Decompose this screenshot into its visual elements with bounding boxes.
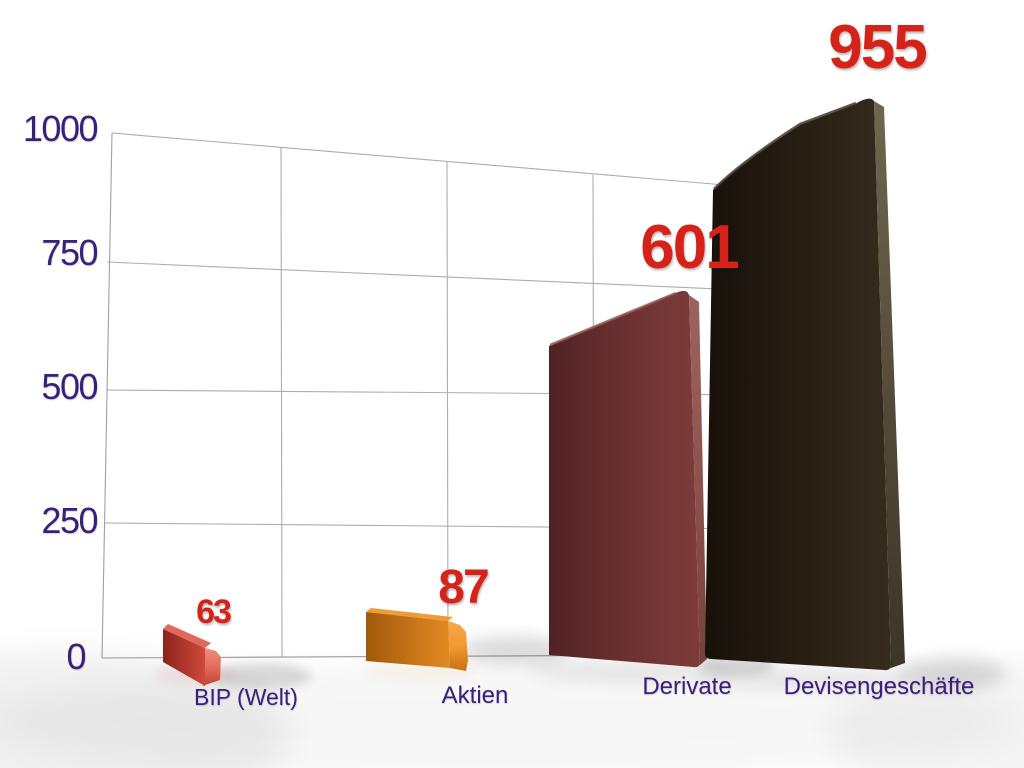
category-label-devisen: Devisengeschäfte	[783, 673, 975, 700]
bar-derivate-front-face	[549, 290, 700, 668]
bar-devisengeschaefte	[705, 98, 905, 671]
bar-derivate	[549, 290, 707, 668]
y-axis-line	[101, 132, 113, 659]
bar-derivate-side-face	[689, 295, 707, 668]
gridline-v2	[446, 161, 449, 657]
bar-bip-welt	[163, 624, 221, 686]
bar-devisen-bevel	[713, 101, 857, 190]
bar-bip-top-face	[163, 624, 211, 648]
category-label-derivate: Derivate	[642, 673, 732, 700]
category-label-bip: BIP (Welt)	[194, 684, 298, 710]
bar-bip-front-face	[163, 629, 205, 686]
value-label-derivate: 601	[640, 213, 739, 282]
y-tick-750: 750	[41, 232, 98, 273]
category-label-aktien: Aktien	[441, 682, 509, 709]
y-tick-500: 500	[41, 366, 98, 407]
bar-bip-side-face	[202, 648, 221, 686]
gridline-v1	[280, 146, 283, 658]
bar-devisen-side-face	[874, 101, 905, 671]
bar-devisen-front-face	[705, 98, 891, 671]
value-label-aktien: 87	[438, 561, 489, 614]
y-tick-1000: 1000	[22, 108, 99, 149]
bar-aktien-side-face	[448, 621, 468, 671]
bar-aktien-top-face	[366, 608, 453, 621]
value-label-bip: 63	[196, 593, 232, 631]
bar-aktien-front-face	[366, 612, 450, 668]
bar-derivate-bevel	[549, 291, 677, 347]
y-tick-250: 250	[41, 500, 98, 541]
bar-aktien	[366, 608, 468, 671]
y-tick-0: 0	[66, 636, 86, 677]
value-label-devisen: 955	[828, 13, 927, 82]
